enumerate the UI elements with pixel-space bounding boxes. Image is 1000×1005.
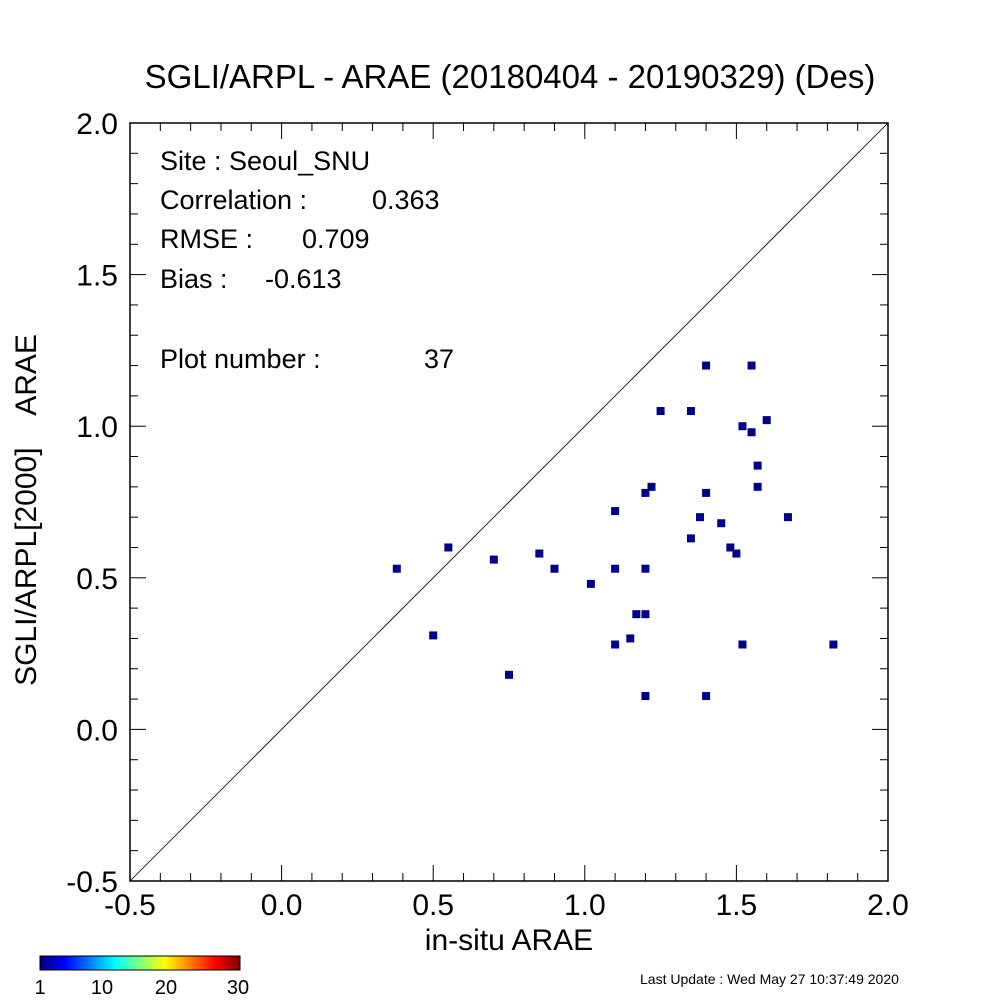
colorbar-labels: 1 10 20 30 (34, 977, 249, 999)
colorbar-label: 20 (155, 977, 177, 999)
rmse-label: RMSE : (160, 224, 253, 254)
data-point (392, 564, 401, 573)
correlation-label: Correlation : (160, 185, 307, 215)
data-point (611, 640, 620, 649)
data-point (489, 555, 498, 564)
data-point (647, 482, 656, 491)
data-point (686, 534, 695, 543)
bias-value: -0.613 (265, 264, 342, 294)
colorbar-gradient (39, 955, 241, 971)
data-point (656, 407, 665, 416)
x-tick-label: 2.0 (867, 889, 909, 922)
data-point (702, 692, 711, 701)
tick-labels: -0.5 0.0 0.5 1.0 1.5 2.0 -0.5 0.0 0.5 1.0 1.5 2.0 (66, 108, 909, 922)
data-point (702, 361, 711, 370)
data-point (550, 564, 559, 573)
chart-title: SGLI/ARPL - ARAE (20180404 - 20190329) (… (145, 58, 876, 95)
data-point (686, 407, 695, 416)
data-point (505, 670, 513, 679)
x-tick-label: 0.0 (261, 889, 303, 922)
data-point (641, 692, 650, 701)
plot-number-label: Plot number : (160, 344, 321, 374)
data-points (392, 361, 838, 701)
y-tick-label: 1.5 (76, 260, 118, 293)
data-point (753, 482, 762, 491)
plot-frame (129, 122, 889, 882)
site-label: Site : Seoul_SNU (160, 146, 370, 176)
data-point (586, 579, 595, 588)
data-point (738, 422, 747, 431)
data-point (626, 634, 635, 643)
y-tick-label: 1.0 (76, 411, 118, 444)
colorbar: 1 10 20 30 (34, 955, 249, 999)
colorbar-label: 10 (91, 977, 113, 999)
x-axis-title: in-situ ARAE (425, 924, 593, 957)
data-point (641, 488, 650, 497)
data-point (611, 507, 620, 516)
one-to-one-line (129, 122, 889, 882)
data-point (717, 519, 726, 528)
data-point (726, 543, 735, 552)
data-point (429, 631, 438, 640)
data-point (696, 513, 705, 522)
data-point (753, 461, 762, 470)
y-tick-label: -0.5 (66, 866, 118, 899)
data-point (632, 610, 641, 619)
colorbar-label: 1 (34, 977, 45, 999)
data-point (747, 428, 756, 437)
y-tick-label: 0.5 (76, 563, 118, 596)
x-tick-label: 0.5 (412, 889, 454, 922)
data-point (444, 543, 453, 552)
y-axis-title: SGLI/ARPL[2000] ARAE (10, 334, 43, 686)
data-point (611, 564, 620, 573)
plot-number-value: 37 (424, 344, 454, 374)
data-point (762, 416, 771, 425)
y-tick-label: 2.0 (76, 108, 118, 141)
last-update-text: Last Update : Wed May 27 10:37:49 2020 (640, 971, 899, 987)
correlation-value: 0.363 (372, 185, 440, 215)
rmse-value: 0.709 (302, 224, 370, 254)
data-point (829, 640, 838, 649)
x-tick-label: 1.5 (716, 889, 758, 922)
data-point (747, 361, 756, 370)
x-tick-label: 1.0 (564, 889, 606, 922)
data-point (738, 640, 747, 649)
x-tick-label: -0.5 (104, 889, 156, 922)
data-point (641, 564, 650, 573)
data-point (535, 549, 544, 558)
data-point (783, 513, 792, 522)
data-point (702, 488, 711, 497)
stats-box: Site : Seoul_SNU Correlation : 0.363 RMS… (160, 146, 454, 374)
reference-line-layer (129, 122, 889, 882)
bias-label: Bias : (160, 264, 228, 294)
data-point (641, 610, 650, 619)
colorbar-label: 30 (227, 977, 249, 999)
data-point (732, 549, 741, 558)
y-tick-label: 0.0 (76, 714, 118, 747)
